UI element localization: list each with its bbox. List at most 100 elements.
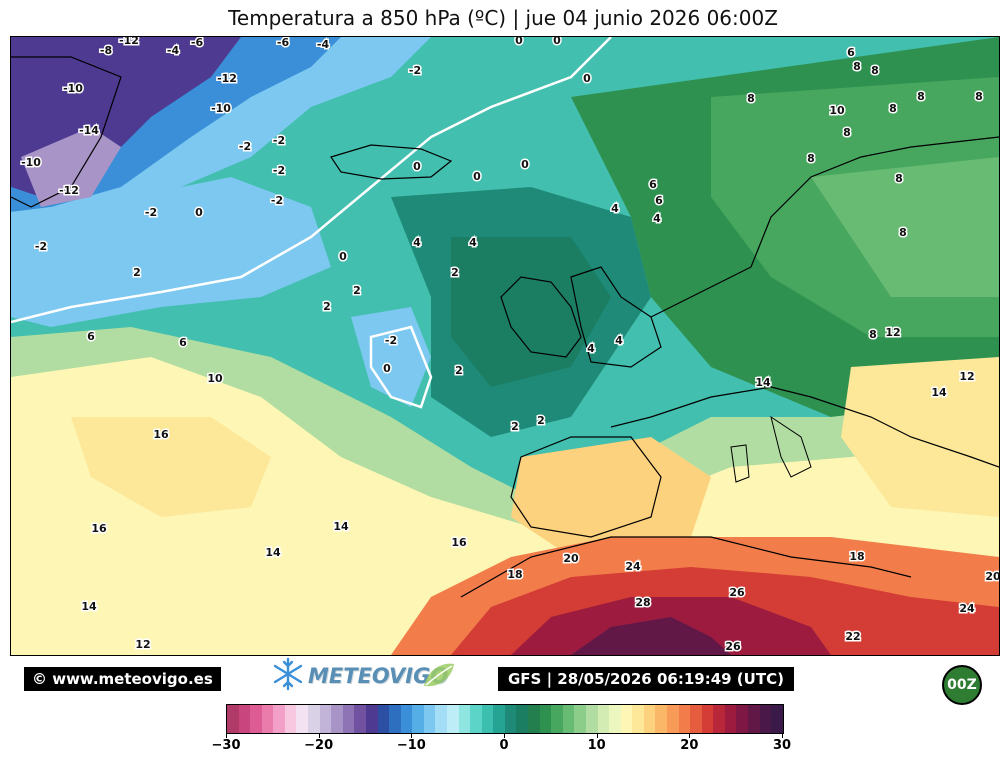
contour-label: 8 — [747, 92, 755, 105]
colorbar-swatch — [701, 705, 714, 733]
map-title: Temperatura a 850 hPa (ºC) | jue 04 juni… — [228, 6, 778, 30]
contour-label: -2 — [273, 134, 285, 147]
contour-label: 2 — [511, 420, 519, 433]
contour-label: 8 — [853, 60, 861, 73]
contour-label: -4 — [167, 44, 180, 57]
colorbar-swatch — [296, 705, 309, 733]
colorbar-swatch — [389, 705, 401, 733]
colorbar-tick-mark — [226, 734, 227, 738]
colorbar-swatch — [643, 705, 656, 733]
contour-label: 0 — [195, 206, 203, 219]
contour-label: 14 — [755, 376, 771, 389]
contour-label: 4 — [469, 236, 477, 249]
colorbar-swatch — [261, 705, 274, 733]
contour-label: 14 — [81, 600, 97, 613]
colorbar-swatch — [319, 705, 332, 733]
colorbar-tick-label: 30 — [772, 738, 792, 753]
contour-label: 2 — [323, 300, 331, 313]
contour-label: 16 — [91, 522, 107, 535]
colorbar-swatch — [412, 705, 424, 733]
contour-label: 6 — [179, 336, 187, 349]
colorbar-swatch — [666, 705, 679, 733]
contour-label: -4 — [317, 38, 330, 51]
colorbar-swatch — [724, 705, 737, 733]
contour-label: 4 — [653, 212, 661, 225]
contour-label: 14 — [333, 520, 349, 533]
colorbar-swatch — [562, 705, 575, 733]
cycle-badge: 00Z — [942, 665, 982, 705]
contour-label: 20 — [985, 570, 999, 583]
contour-label: 4 — [611, 202, 619, 215]
colorbar-swatch — [342, 705, 355, 733]
contour-label: 14 — [265, 546, 281, 559]
colorbar-swatch — [470, 705, 482, 733]
contour-label: 10 — [829, 104, 845, 117]
contour-label: 6 — [87, 330, 95, 343]
snowflake-icon — [273, 657, 303, 691]
colorbar-tick-mark — [782, 734, 783, 738]
contour-label: -2 — [35, 240, 47, 253]
colorbar-swatch — [551, 705, 563, 733]
contour-label: 2 — [133, 266, 141, 279]
temperature-map[interactable]: -8 -12 -4 -6 -6 -4 0 0 -10 -12 -2 0 -10 -14 -2 -2 -10 -12… — [10, 36, 1000, 656]
contour-label: 0 — [339, 250, 347, 263]
contour-label: 4 — [587, 342, 595, 355]
contour-label: 18 — [849, 550, 864, 563]
contour-label: 22 — [845, 630, 860, 643]
colorbar-swatch — [759, 705, 772, 733]
colorbar-swatch — [273, 705, 285, 733]
colorbar-swatch — [528, 705, 540, 733]
colorbar-tick-mark — [596, 734, 598, 738]
contour-label: 0 — [553, 37, 561, 47]
colorbar-swatch — [284, 705, 297, 733]
colorbar-swatch — [632, 705, 644, 733]
contour-label: 18 — [507, 568, 522, 581]
colorbar-swatch — [308, 705, 320, 733]
colorbar — [226, 704, 784, 734]
contour-label: 2 — [353, 284, 361, 297]
contour-label: 8 — [869, 328, 877, 341]
contour-label: 8 — [895, 172, 903, 185]
contour-label: 8 — [917, 90, 925, 103]
contour-label: -12 — [59, 184, 79, 197]
colorbar-swatch — [516, 705, 529, 733]
colorbar-swatch — [493, 705, 505, 733]
colorbar-tick-label: 0 — [499, 738, 509, 753]
contour-label: 8 — [899, 226, 907, 239]
contour-label: 10 — [207, 372, 223, 385]
contour-label: -10 — [211, 102, 231, 115]
contour-label: 0 — [383, 362, 391, 375]
contour-label: 16 — [451, 536, 467, 549]
colorbar-swatch — [227, 705, 239, 733]
colorbar-swatch — [539, 705, 552, 733]
contour-label: 2 — [455, 364, 463, 377]
colorbar-tick-label: 10 — [587, 738, 606, 753]
contour-label: 2 — [537, 414, 545, 427]
contour-label: 26 — [729, 586, 745, 599]
colorbar-swatch — [748, 705, 760, 733]
colorbar-tick-label: −30 — [211, 738, 241, 753]
contour-label: 24 — [625, 560, 641, 573]
colorbar-ticks: −30 −20 −10 0 10 20 30 — [212, 734, 791, 758]
colorbar-swatch — [609, 705, 621, 733]
colorbar-swatch — [597, 705, 610, 733]
contour-label: 16 — [153, 428, 169, 441]
contour-label: -10 — [21, 156, 41, 169]
contour-label: -2 — [271, 194, 283, 207]
contour-label: 6 — [847, 46, 855, 59]
contour-label: 8 — [843, 126, 851, 139]
colorbar-swatch — [504, 705, 517, 733]
contour-label: 0 — [413, 160, 421, 173]
colorbar-swatch — [423, 705, 436, 733]
colorbar-swatch — [435, 705, 447, 733]
contour-label: 12 — [135, 638, 150, 651]
contour-label: -6 — [191, 37, 204, 49]
colorbar-tick-mark — [689, 734, 691, 738]
colorbar-swatch — [250, 705, 262, 733]
contour-label: 0 — [515, 37, 523, 47]
colorbar-swatch — [331, 705, 343, 733]
contour-label: -2 — [385, 334, 397, 347]
colorbar-swatch — [771, 705, 783, 733]
leaf-icon — [424, 663, 454, 687]
colorbar-swatch — [377, 705, 390, 733]
